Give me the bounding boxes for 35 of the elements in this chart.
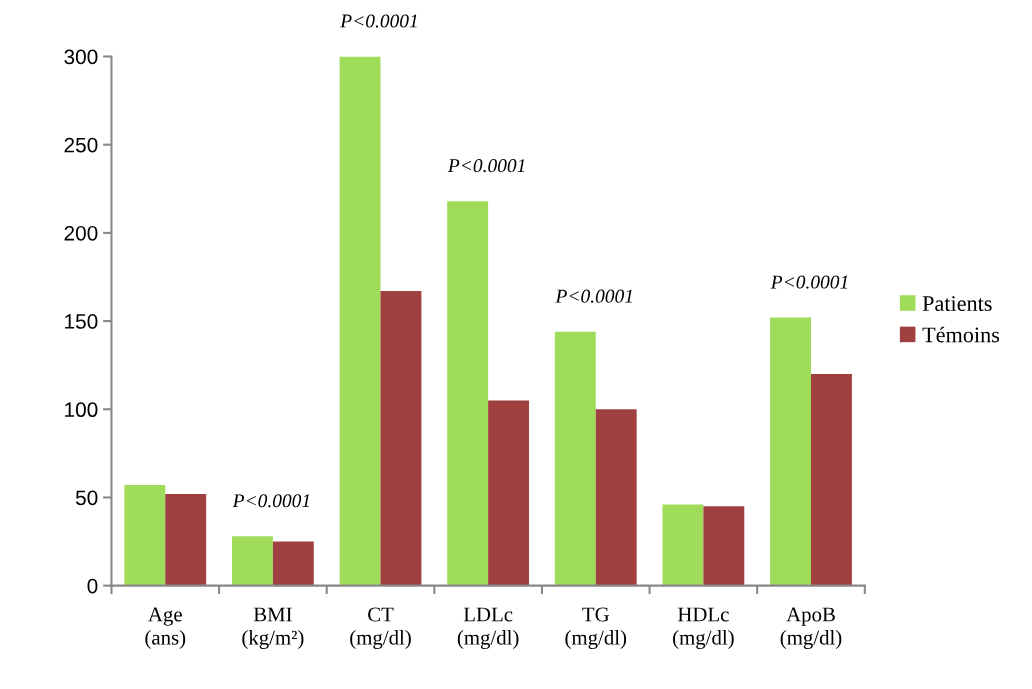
y-tick-label: 150 [65, 314, 98, 329]
x-tick-label: ApoB (mg/dl) [780, 607, 842, 649]
bar [770, 317, 811, 586]
annotation: P<0.0001 [340, 14, 417, 28]
bar [447, 201, 489, 586]
y-tick-label: 250 [64, 137, 98, 153]
annotation: P<0.0001 [555, 289, 632, 303]
legend-label: Témoins [922, 326, 1000, 343]
y-tick-label: 300 [64, 49, 98, 65]
x-tick-label: TG (mg/dl) [565, 607, 627, 649]
x-tick-label: CT (mg/dl) [350, 607, 411, 649]
y-tick-label: 100 [65, 402, 98, 418]
bar [165, 493, 207, 586]
bar [554, 331, 596, 586]
x-tick-label: HDLc (mg/dl) [673, 607, 734, 649]
bar [272, 541, 314, 586]
bar [124, 485, 166, 586]
annotation: P<0.0001 [770, 275, 848, 289]
bar [339, 56, 381, 586]
bar [811, 373, 852, 586]
y-tick-label: 0 [87, 578, 98, 594]
y-tick-label: 200 [64, 225, 98, 241]
y-tick-label: 50 [75, 490, 98, 506]
annotation: P<0.0001 [447, 159, 525, 173]
legend-label: Patients [922, 296, 992, 311]
annotation: P<0.0001 [232, 494, 310, 508]
x-tick-label: LDLc (mg/dl) [457, 607, 519, 649]
bar [231, 536, 273, 586]
bar [488, 400, 530, 586]
x-tick-label: Age (ans) [145, 607, 186, 649]
x-tick-label: BMI (kg/m²) [242, 607, 304, 649]
bar [662, 504, 704, 586]
bar [380, 291, 422, 586]
bar [703, 506, 745, 586]
bar [595, 409, 637, 586]
